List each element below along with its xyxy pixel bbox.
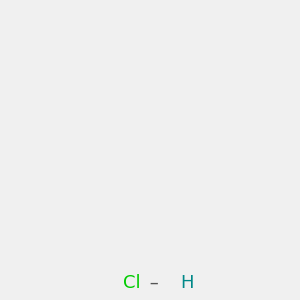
Text: H: H xyxy=(180,274,194,292)
Text: Cl: Cl xyxy=(123,274,141,292)
Text: –: – xyxy=(144,274,164,292)
